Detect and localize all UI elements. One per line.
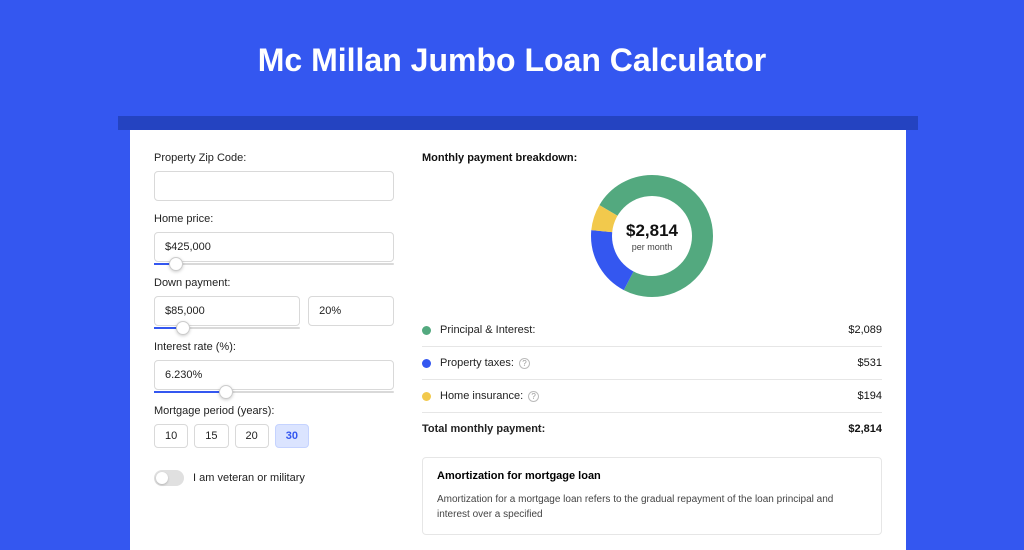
form-column: Property Zip Code: Home price: Down paym… [154, 152, 394, 528]
amortization-box: Amortization for mortgage loan Amortizat… [422, 457, 882, 535]
legend-dot [422, 359, 431, 368]
period-options: 1015 2030 [154, 424, 394, 448]
legend-dot [422, 392, 431, 401]
donut-sublabel: per month [632, 242, 673, 252]
rate-slider[interactable] [154, 391, 394, 393]
total-row: Total monthly payment: $2,814 [422, 415, 882, 443]
period-option-10[interactable]: 10 [154, 424, 188, 448]
breakdown-item-label: Property taxes: [440, 357, 514, 369]
card-shadow-frame [118, 116, 918, 130]
rate-slider-fill [154, 391, 226, 393]
info-icon[interactable]: ? [528, 391, 539, 402]
breakdown-item-label: Home insurance: [440, 390, 523, 402]
breakdown-item-value: $531 [858, 357, 882, 369]
veteran-toggle[interactable] [154, 470, 184, 486]
breakdown-item-value: $194 [858, 390, 882, 402]
price-slider[interactable] [154, 263, 394, 265]
amortization-title: Amortization for mortgage loan [437, 470, 867, 482]
price-label: Home price: [154, 213, 394, 225]
total-label: Total monthly payment: [422, 423, 545, 435]
price-input[interactable] [154, 232, 394, 262]
donut-chart-wrap: $2,814 per month [422, 168, 882, 312]
breakdown-title: Monthly payment breakdown: [422, 152, 882, 164]
donut-center: $2,814 per month [612, 196, 692, 276]
price-slider-thumb[interactable] [169, 257, 183, 271]
period-option-30[interactable]: 30 [275, 424, 309, 448]
veteran-toggle-knob [156, 472, 168, 484]
period-option-15[interactable]: 15 [194, 424, 228, 448]
period-option-20[interactable]: 20 [235, 424, 269, 448]
calculator-card: Property Zip Code: Home price: Down paym… [130, 130, 906, 550]
breakdown-item: Property taxes:? $531 [422, 349, 882, 377]
amortization-text: Amortization for a mortgage loan refers … [437, 492, 867, 522]
breakdown-item-value: $2,089 [848, 324, 882, 336]
zip-input[interactable] [154, 171, 394, 201]
breakdown-item-label: Principal & Interest: [440, 324, 535, 336]
donut-amount: $2,814 [626, 221, 678, 241]
rate-input[interactable] [154, 360, 394, 390]
divider [422, 346, 882, 347]
divider [422, 379, 882, 380]
down-slider[interactable] [154, 327, 300, 329]
rate-slider-thumb[interactable] [219, 385, 233, 399]
divider [422, 412, 882, 413]
down-amount-input[interactable] [154, 296, 300, 326]
legend-dot [422, 326, 431, 335]
page-title: Mc Millan Jumbo Loan Calculator [0, 0, 1024, 105]
down-pct-input[interactable] [308, 296, 394, 326]
donut-chart: $2,814 per month [590, 174, 714, 298]
veteran-label: I am veteran or military [193, 472, 305, 484]
rate-label: Interest rate (%): [154, 341, 394, 353]
breakdown-items: Principal & Interest: $2,089 Property taxe… [422, 316, 882, 415]
breakdown-item: Principal & Interest: $2,089 [422, 316, 882, 344]
zip-label: Property Zip Code: [154, 152, 394, 164]
total-value: $2,814 [848, 423, 882, 435]
period-label: Mortgage period (years): [154, 405, 394, 417]
info-icon[interactable]: ? [519, 358, 530, 369]
breakdown-column: Monthly payment breakdown: $2,814 per mo… [422, 152, 882, 528]
down-slider-thumb[interactable] [176, 321, 190, 335]
down-label: Down payment: [154, 277, 394, 289]
breakdown-item: Home insurance:? $194 [422, 382, 882, 410]
